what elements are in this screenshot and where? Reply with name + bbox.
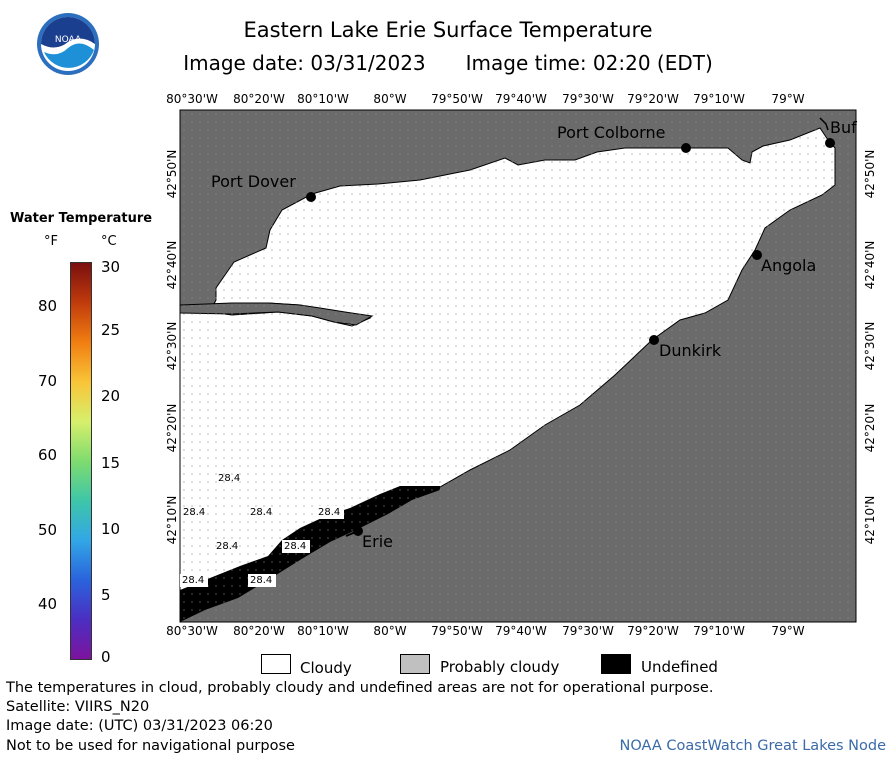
- c-tick: 0: [101, 648, 111, 666]
- temp-label: 28.4: [318, 507, 340, 518]
- f-tick: 40: [38, 595, 58, 613]
- undefined-swatch: [601, 654, 631, 674]
- c-tick: 30: [101, 258, 121, 276]
- noaa-logo: NOAA: [36, 12, 100, 76]
- image-time: Image time: 02:20 (EDT): [465, 51, 713, 75]
- lon-tick-top: 79°30'W: [562, 92, 614, 106]
- lon-tick-bottom: 79°W: [771, 624, 805, 638]
- temp-label: 28.4: [216, 541, 238, 552]
- legend-unit-f: °F: [44, 234, 58, 249]
- c-tick: 20: [101, 387, 121, 405]
- lon-tick-bottom: 79°50'W: [431, 624, 483, 638]
- satellite-text: Satellite: VIIRS_N20: [6, 699, 150, 715]
- angola-marker: [752, 250, 762, 260]
- cloudy-label: Cloudy: [300, 659, 352, 677]
- lon-tick-top: 79°W: [771, 92, 805, 106]
- legend-title: Water Temperature: [10, 211, 153, 226]
- lon-tick-bottom: 79°40'W: [495, 624, 547, 638]
- undefined-label: Undefined: [641, 658, 718, 676]
- port-colborne-label: Port Colborne: [557, 123, 665, 142]
- temperature-labels: 28.4 28.4 28.4 28.4 28.4 28.4 28.4 28.4: [180, 473, 344, 587]
- c-tick: 25: [101, 321, 121, 339]
- page-title: Eastern Lake Erie Surface Temperature: [243, 18, 653, 42]
- lon-tick-bottom: 80°30'W: [166, 624, 218, 638]
- lon-tick-top: 79°50'W: [431, 92, 483, 106]
- buffalo-marker: [825, 138, 835, 148]
- buffalo-label: Buf: [830, 118, 857, 137]
- temp-label: 28.4: [250, 575, 272, 586]
- navigation-disclaimer: Not to be used for navigational purpose: [6, 738, 295, 754]
- temp-label: 28.4: [250, 507, 272, 518]
- dunkirk-marker: [649, 335, 659, 345]
- temp-label: 28.4: [284, 541, 306, 552]
- legend-unit-c: °C: [101, 234, 117, 249]
- port-dover-marker: [306, 192, 316, 202]
- f-tick: 60: [38, 446, 58, 464]
- erie-label: Erie: [362, 532, 393, 551]
- lon-tick-bottom: 80°20'W: [233, 624, 285, 638]
- credit-text: NOAA CoastWatch Great Lakes Node: [619, 738, 886, 754]
- port-colborne-marker: [681, 143, 691, 153]
- image-date: Image date: 03/31/2023: [183, 51, 426, 75]
- lon-tick-top: 80°W: [373, 92, 407, 106]
- color-scale-bar: [70, 262, 92, 660]
- f-tick: 70: [38, 372, 58, 390]
- lon-tick-top: 79°40'W: [495, 92, 547, 106]
- c-tick: 10: [101, 520, 121, 538]
- temp-label: 28.4: [218, 473, 240, 484]
- probably-cloudy-swatch: [400, 654, 430, 674]
- lon-tick-top: 80°30'W: [166, 92, 218, 106]
- f-tick: 50: [38, 521, 58, 539]
- temp-label: 28.4: [182, 575, 204, 586]
- cloudy-swatch: [261, 654, 291, 674]
- angola-label: Angola: [761, 256, 816, 275]
- utc-date-text: Image date: (UTC) 03/31/2023 06:20: [6, 718, 273, 734]
- noaa-logo-icon: NOAA: [37, 13, 99, 75]
- lon-tick-bottom: 80°10'W: [297, 624, 349, 638]
- disclaimer-text: The temperatures in cloud, probably clou…: [6, 680, 714, 696]
- lon-tick-bottom: 80°W: [373, 624, 407, 638]
- image-datetime: Image date: 03/31/2023 Image time: 02:20 …: [0, 51, 896, 75]
- dunkirk-label: Dunkirk: [659, 341, 722, 360]
- port-dover-label: Port Dover: [211, 172, 296, 191]
- temp-label: 28.4: [183, 507, 205, 518]
- c-tick: 5: [101, 586, 111, 604]
- c-tick: 15: [101, 454, 121, 472]
- lon-tick-bottom: 79°10'W: [693, 624, 745, 638]
- noaa-logo-text: NOAA: [55, 35, 82, 45]
- lon-tick-top: 79°10'W: [693, 92, 745, 106]
- lon-tick-top: 79°20'W: [627, 92, 679, 106]
- lon-tick-top: 80°20'W: [233, 92, 285, 106]
- lon-tick-top: 80°10'W: [297, 92, 349, 106]
- f-tick: 80: [38, 297, 58, 315]
- lon-tick-bottom: 79°20'W: [627, 624, 679, 638]
- lon-tick-bottom: 79°30'W: [562, 624, 614, 638]
- probably-cloudy-label: Probably cloudy: [440, 658, 560, 676]
